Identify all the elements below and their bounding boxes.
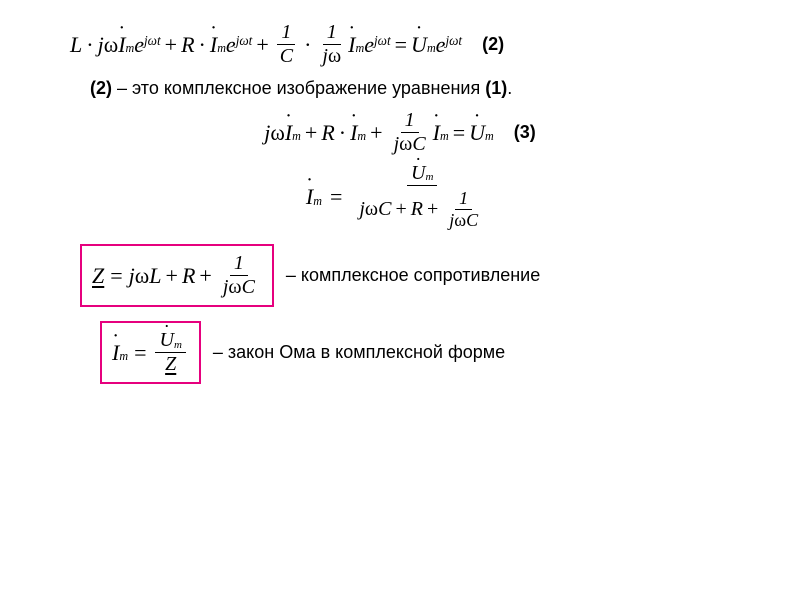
phasor-I: I	[306, 184, 313, 210]
op-dot: ·	[339, 120, 346, 146]
op-plus: +	[256, 32, 268, 58]
exp: jωt	[374, 33, 391, 49]
phasor-U: U	[469, 120, 485, 146]
equation-4-row: I m = Um jωC + R + 1 jωC	[40, 162, 760, 232]
phasor-U: U	[159, 329, 173, 352]
var-e: e	[134, 32, 144, 58]
var-omega: ω	[135, 263, 149, 289]
op-eq: =	[110, 263, 122, 289]
equation-2-row: L · j ω I m ejωt + R · I m ejωt + 1 C · …	[70, 21, 760, 68]
phasor-I: I	[285, 120, 292, 146]
var-R: R	[321, 120, 334, 146]
var-e: e	[436, 32, 446, 58]
var-Z: Z	[92, 263, 104, 289]
frac-1-jwC: 1 jωC	[219, 252, 259, 299]
caption-post: (1)	[485, 78, 507, 98]
op-plus: +	[165, 32, 177, 58]
sub-m: m	[292, 129, 301, 144]
frac-1-jwC: 1 jωC	[390, 109, 430, 156]
sub-m: m	[355, 41, 364, 56]
ohm-annotation: – закон Ома в комплексной форме	[213, 342, 505, 363]
impedance-annotation: – комплексное сопротивление	[286, 265, 540, 286]
op-plus: +	[305, 120, 317, 146]
op-plus: +	[166, 263, 178, 289]
ohm-box: I m = Um Z	[100, 321, 201, 384]
exp: jωt	[144, 33, 161, 49]
frac-1-jw: 1 jω	[318, 21, 345, 68]
equation-3: j ω I m + R · I m + 1 jωC I m = U m	[264, 109, 494, 156]
equation-ohm-row: I m = Um Z – закон Ома в комплексной фор…	[100, 321, 760, 384]
impedance-box: Z = j ω L + R + 1 jωC	[80, 244, 274, 307]
caption-pre: (2)	[90, 78, 112, 98]
frac-U-Z: Um Z	[155, 329, 185, 376]
equation-3-row: j ω I m + R · I m + 1 jωC I m = U m (3)	[40, 109, 760, 156]
op-dot: ·	[86, 32, 93, 58]
exp: jωt	[236, 33, 253, 49]
op-dot: ·	[304, 32, 311, 58]
var-L: L	[149, 263, 161, 289]
op-plus: +	[199, 263, 211, 289]
exp: jωt	[445, 33, 462, 49]
var-L: L	[70, 32, 82, 58]
phasor-U: U	[411, 32, 427, 58]
phasor-I: I	[118, 32, 125, 58]
phasor-U: U	[411, 162, 425, 185]
phasor-I: I	[433, 120, 440, 146]
phasor-I: I	[350, 120, 357, 146]
sub-m: m	[126, 41, 135, 56]
caption-mid: – это комплексное изображение уравнения	[112, 78, 485, 98]
equation-ohm: I m = Um Z	[112, 329, 189, 376]
phasor-I: I	[210, 32, 217, 58]
phasor-I: I	[112, 340, 119, 366]
op-eq: =	[395, 32, 407, 58]
var-e: e	[364, 32, 374, 58]
equation-z: Z = j ω L + R + 1 jωC	[92, 252, 262, 299]
op-eq: =	[453, 120, 465, 146]
equation-2: L · j ω I m ejωt + R · I m ejωt + 1 C · …	[70, 21, 462, 68]
var-R: R	[181, 32, 194, 58]
op-eq: =	[134, 340, 146, 366]
frac-inner: 1 jωC	[445, 188, 482, 230]
sub-m: m	[313, 194, 322, 209]
sub-m: m	[217, 41, 226, 56]
sub-m: m	[440, 129, 449, 144]
frac-big: Um jωC + R + 1 jωC	[353, 162, 491, 232]
op-dot: ·	[199, 32, 206, 58]
equation-4: I m = Um jωC + R + 1 jωC	[306, 162, 494, 232]
op-plus: +	[370, 120, 382, 146]
caption-tail: .	[507, 78, 512, 98]
sub-m: m	[427, 41, 436, 56]
caption-2: (2) – это комплексное изображение уравне…	[90, 78, 760, 99]
op-eq: =	[330, 184, 342, 210]
var-omega: ω	[270, 120, 284, 146]
sub-m: m	[485, 129, 494, 144]
equation-2-label: (2)	[482, 34, 504, 55]
var-R: R	[182, 263, 195, 289]
phasor-I: I	[348, 32, 355, 58]
sub-m: m	[357, 129, 366, 144]
var-e: e	[226, 32, 236, 58]
var-omega: ω	[104, 32, 118, 58]
frac-1-C: 1 C	[276, 21, 297, 68]
sub-m: m	[119, 349, 128, 364]
equation-z-row: Z = j ω L + R + 1 jωC – комплексное сопр…	[80, 244, 760, 307]
equation-3-label: (3)	[514, 122, 536, 143]
